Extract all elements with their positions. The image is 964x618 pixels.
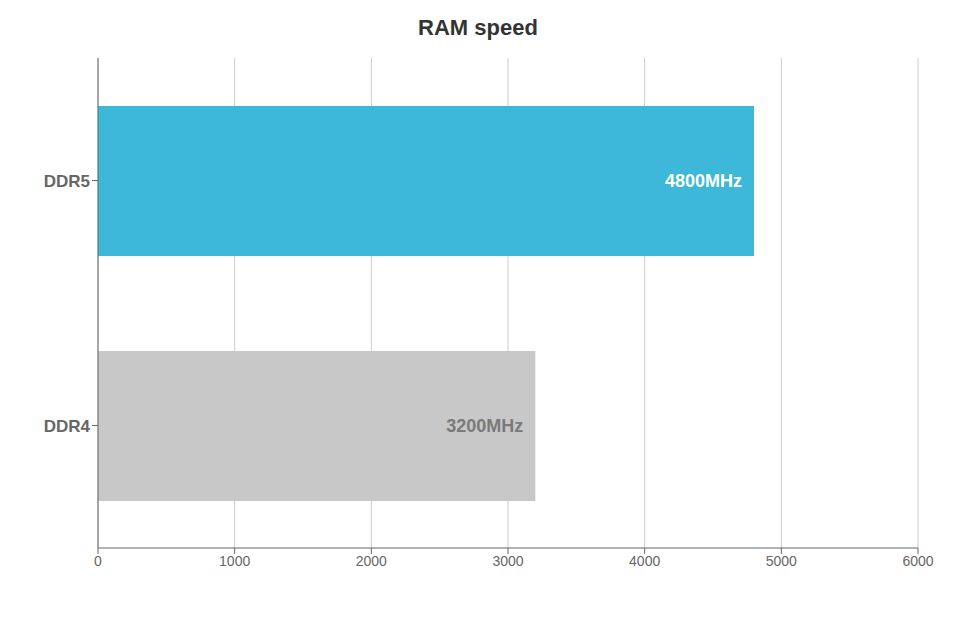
html-text:RAM speed: RAM speed: [418, 15, 538, 40]
svg-text:3200MHz: 3200MHz: [446, 416, 523, 436]
svg-text:6000: 6000: [902, 553, 933, 569]
svg-text:5000: 5000: [766, 553, 797, 569]
svg-text:3000: 3000: [492, 553, 523, 569]
svg-text:DDR4: DDR4: [44, 417, 91, 436]
svg-text:4800MHz: 4800MHz: [665, 171, 742, 191]
svg-text:DDR5: DDR5: [44, 172, 90, 191]
svg-text:1000: 1000: [219, 553, 250, 569]
svg-text:0: 0: [94, 553, 102, 569]
svg-text:4000: 4000: [629, 553, 660, 569]
svg-text:2000: 2000: [356, 553, 387, 569]
